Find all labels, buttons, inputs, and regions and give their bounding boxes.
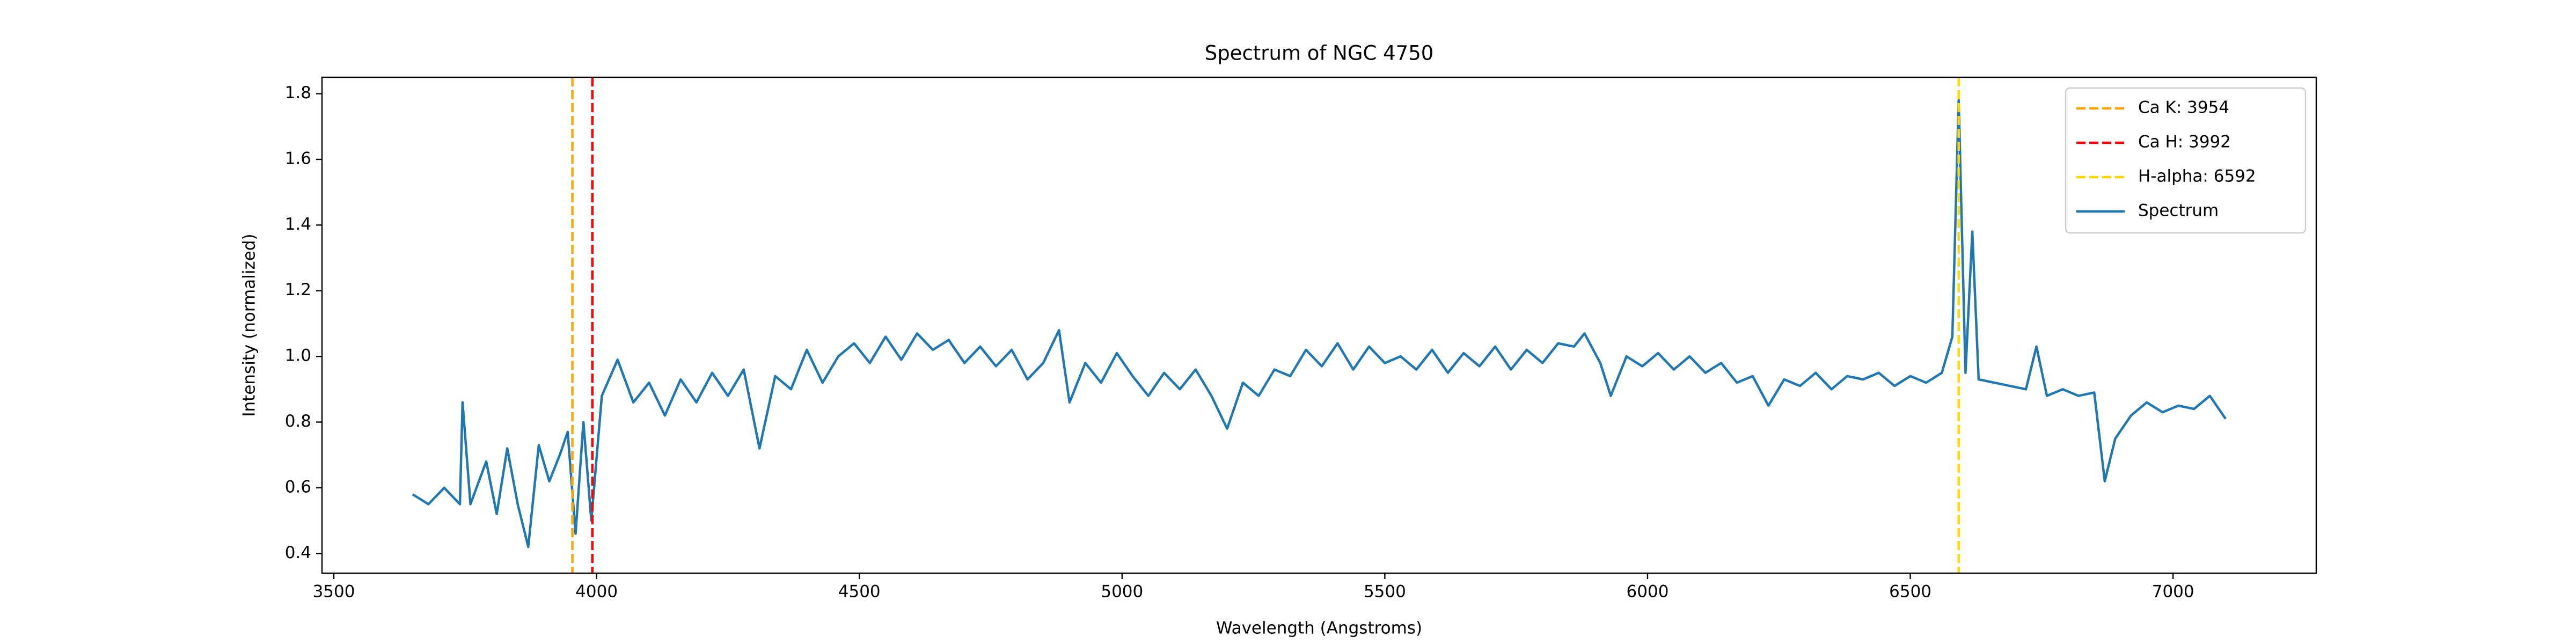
x-tick-label: 5500 (1364, 582, 1406, 602)
x-tick-label: 3500 (313, 582, 355, 602)
plot-frame (321, 76, 2317, 574)
y-tick-label: 0.6 (285, 477, 311, 496)
legend-label: H-alpha: 6592 (2138, 167, 2256, 186)
x-tick-label: 4500 (838, 582, 881, 602)
y-tick-label: 1.2 (285, 280, 311, 299)
y-tick-label: 1.4 (285, 215, 311, 234)
x-axis-label: Wavelength (Angstroms) (1216, 619, 1422, 638)
legend-label: Ca H: 3992 (2138, 133, 2231, 152)
legend-box (2065, 87, 2307, 234)
y-tick-label: 0.8 (285, 412, 311, 431)
chart-title: Spectrum of NGC 4750 (1205, 42, 1434, 65)
x-tick-label: 6000 (1627, 582, 1669, 602)
x-tick-label: 4000 (575, 582, 618, 602)
legend-label: Spectrum (2138, 201, 2219, 221)
y-axis-label: Intensity (normalized) (240, 233, 259, 416)
x-tick-label: 7000 (2152, 582, 2194, 602)
y-tick-label: 0.4 (285, 543, 311, 562)
legend-label: Ca K: 3954 (2138, 98, 2229, 118)
spectrum-line (412, 99, 2227, 548)
y-tick-label: 1.8 (285, 83, 311, 103)
x-tick-label: 5000 (1101, 582, 1143, 602)
y-tick-label: 1.0 (285, 346, 311, 365)
y-tick-label: 1.6 (285, 149, 311, 168)
x-tick-label: 6500 (1889, 582, 1931, 602)
